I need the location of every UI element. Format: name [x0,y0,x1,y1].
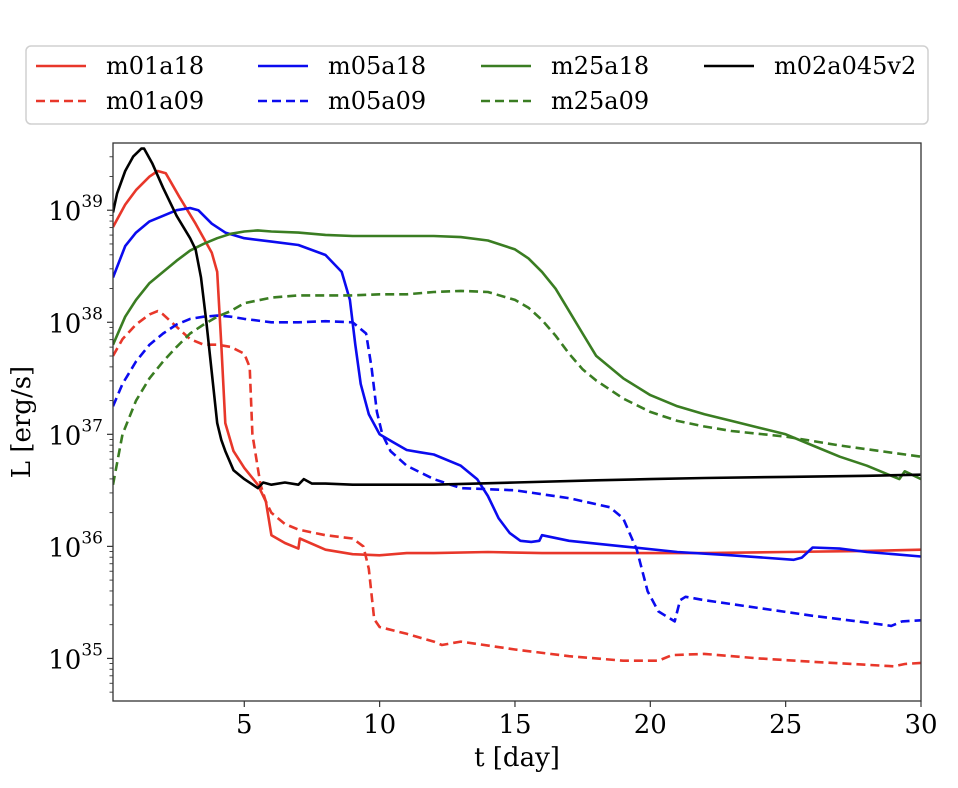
series-line-m05a09 [113,314,921,628]
plot-lines [113,147,921,668]
series-line-m05a18 [113,206,921,562]
legend-label-m01a09: m01a09 [106,87,204,115]
legend-frame [25,45,929,125]
x-tick-label: 10 [363,710,396,740]
legend-label-m05a09: m05a09 [328,87,426,115]
x-tick-label: 15 [498,710,531,740]
x-tick-label: 30 [904,710,937,740]
x-tick-label: 25 [769,710,802,740]
series-line-m25a18 [113,229,921,481]
y-tick-label: 1036 [48,528,103,563]
x-axis-label: t [day] [474,743,560,773]
legend-label-m05a18: m05a18 [328,52,426,80]
x-tick-label: 5 [236,710,253,740]
legend-label-m25a18: m25a18 [551,52,649,80]
legend-label-m25a09: m25a09 [551,87,649,115]
series-line-m25a09 [113,289,921,485]
legend: m01a18 m01a09 m05a18 m05a09 m25a18 m25a09 m02a… [25,45,929,125]
axes: 5 10 15 20 25 30 1035 1036 1037 1038 1039 [48,142,938,740]
y-tick-label: 1037 [48,416,103,451]
x-tick-label: 20 [634,710,667,740]
y-tick-label: 1038 [48,304,103,339]
legend-label-m02a045v2: m02a045v2 [774,52,916,80]
y-tick-label: 1039 [48,192,103,227]
series-line-m02a045v2 [113,147,921,490]
plot-frame [112,142,922,702]
y-tick-label: 1035 [48,640,103,675]
series-line-m01a09 [113,309,921,668]
y-axis-label: L [erg/s] [7,366,37,478]
legend-label-m01a18: m01a18 [106,52,204,80]
series-line-m01a18 [113,169,921,557]
